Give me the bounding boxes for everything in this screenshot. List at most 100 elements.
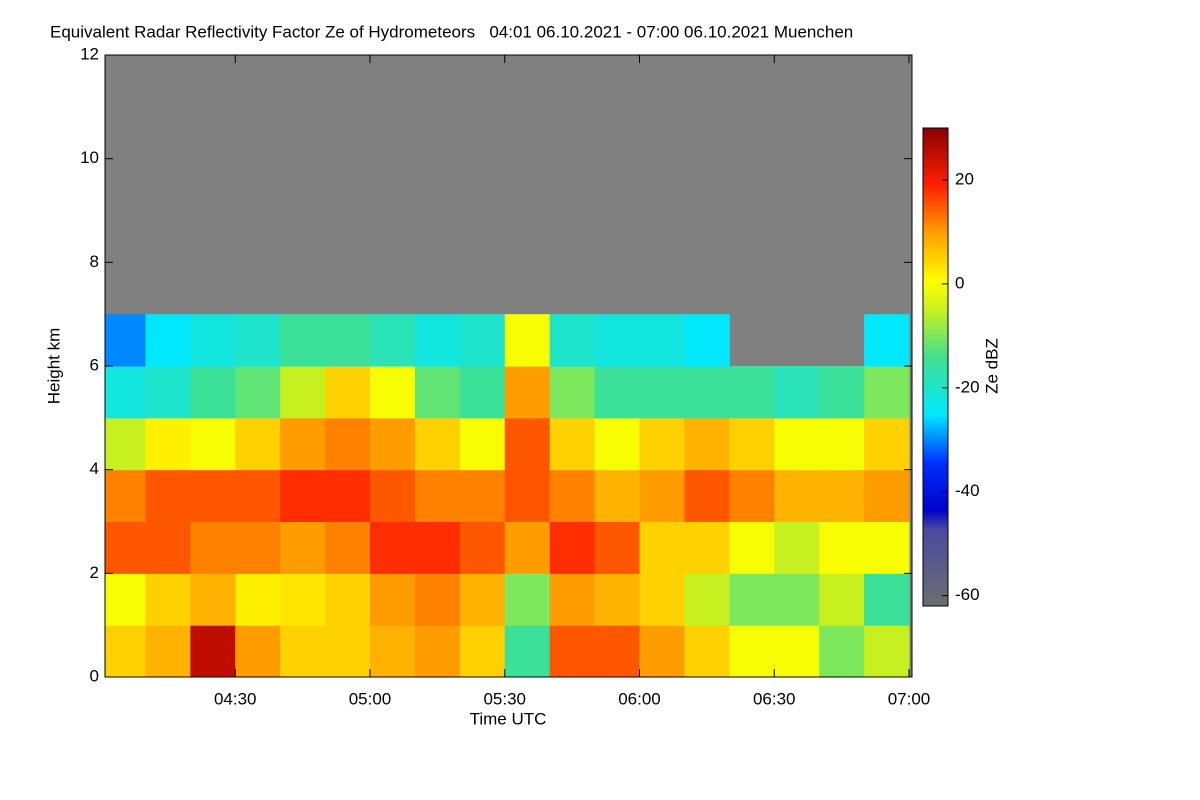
heatmap-cell — [235, 314, 281, 367]
heatmap-cell — [459, 521, 506, 574]
heatmap-cell — [504, 625, 551, 678]
x-tick-label: 06:00 — [618, 689, 661, 708]
x-tick-label: 05:00 — [349, 689, 392, 708]
y-tick-label: 12 — [80, 44, 99, 63]
heatmap-cell — [684, 625, 730, 678]
heatmap-cell — [370, 417, 416, 471]
heatmap-cell — [145, 366, 191, 419]
heatmap-cell — [280, 521, 326, 574]
heatmap-cell — [864, 366, 910, 419]
heatmap-cell — [105, 573, 146, 626]
heatmap-cell — [414, 469, 461, 522]
heatmap-cell — [414, 314, 461, 367]
colorbar — [922, 127, 949, 607]
heatmap-cell — [325, 573, 371, 626]
heatmap-cell — [370, 469, 416, 522]
heatmap-cell — [459, 469, 506, 522]
heatmap-cell — [280, 573, 326, 626]
heatmap-cell — [145, 417, 191, 471]
heatmap-cell — [864, 625, 910, 678]
heatmap-cell — [280, 469, 326, 522]
chart-title: Equivalent Radar Reflectivity Factor Ze … — [50, 22, 853, 41]
heatmap-cell — [145, 521, 191, 574]
heatmap-cell — [190, 469, 236, 522]
heatmap-cell — [594, 625, 641, 678]
heatmap-cell — [864, 314, 910, 367]
heatmap-cell — [325, 314, 371, 367]
heatmap-cell — [280, 314, 326, 367]
heatmap-cell — [105, 625, 146, 678]
heatmap-cell — [594, 366, 641, 419]
heatmap-cell — [549, 366, 596, 419]
heatmap-cell — [729, 573, 775, 626]
heatmap-cell — [459, 573, 506, 626]
colorbar-tick-label: -40 — [955, 481, 980, 500]
heatmap — [105, 314, 910, 678]
heatmap-cell — [325, 625, 371, 678]
heatmap-cell — [594, 469, 641, 522]
heatmap-cell — [729, 469, 775, 522]
heatmap-cell — [684, 469, 730, 522]
y-axis-label: Height km — [44, 328, 63, 405]
heatmap-cell — [639, 417, 685, 471]
y-tick-label: 0 — [90, 666, 99, 685]
heatmap-cell — [819, 417, 865, 471]
heatmap-cell — [774, 521, 820, 574]
heatmap-cell — [594, 417, 641, 471]
heatmap-cell — [190, 366, 236, 419]
heatmap-cell — [774, 625, 820, 678]
heatmap-cell — [105, 469, 146, 522]
heatmap-cell — [105, 366, 146, 419]
heatmap-cell — [370, 573, 416, 626]
heatmap-cell — [594, 314, 641, 367]
heatmap-cell — [729, 521, 775, 574]
heatmap-cell — [459, 625, 506, 678]
heatmap-cell — [105, 521, 146, 574]
heatmap-cell — [504, 521, 551, 574]
heatmap-cell — [325, 521, 371, 574]
heatmap-cell — [639, 366, 685, 419]
heatmap-cell — [235, 573, 281, 626]
heatmap-cell — [549, 314, 596, 367]
heatmap-cell — [459, 314, 506, 367]
heatmap-cell — [145, 314, 191, 367]
heatmap-cell — [684, 314, 730, 367]
heatmap-cell — [325, 417, 371, 471]
heatmap-cell — [504, 573, 551, 626]
heatmap-cell — [459, 417, 506, 471]
heatmap-cell — [684, 573, 730, 626]
heatmap-cell — [280, 366, 326, 419]
heatmap-cell — [280, 625, 326, 678]
heatmap-cell — [549, 573, 596, 626]
heatmap-cell — [819, 625, 865, 678]
heatmap-cell — [639, 625, 685, 678]
heatmap-cell — [190, 314, 236, 367]
heatmap-cell — [549, 469, 596, 522]
heatmap-cell — [639, 314, 685, 367]
heatmap-cell — [549, 417, 596, 471]
heatmap-cell — [819, 366, 865, 419]
heatmap-cell — [774, 469, 820, 522]
heatmap-cell — [235, 469, 281, 522]
heatmap-cell — [235, 366, 281, 419]
heatmap-cell — [774, 417, 820, 471]
heatmap-cell — [729, 417, 775, 471]
colorbar-tick-label: 0 — [955, 273, 964, 292]
x-tick-label: 07:00 — [888, 689, 931, 708]
x-tick-label: 06:30 — [753, 689, 796, 708]
heatmap-cell — [325, 469, 371, 522]
heatmap-cell — [729, 625, 775, 678]
heatmap-cell — [145, 469, 191, 522]
heatmap-cell — [414, 366, 461, 419]
heatmap-cell — [459, 366, 506, 419]
heatmap-cell — [504, 469, 551, 522]
heatmap-cell — [549, 625, 596, 678]
heatmap-cell — [414, 573, 461, 626]
heatmap-cell — [504, 366, 551, 419]
heatmap-cell — [370, 521, 416, 574]
y-tick-label: 2 — [90, 563, 99, 582]
colorbar-tick-label: 20 — [955, 169, 974, 188]
y-tick-label: 10 — [80, 148, 99, 167]
heatmap-cell — [235, 625, 281, 678]
y-tick-label: 6 — [90, 355, 99, 374]
